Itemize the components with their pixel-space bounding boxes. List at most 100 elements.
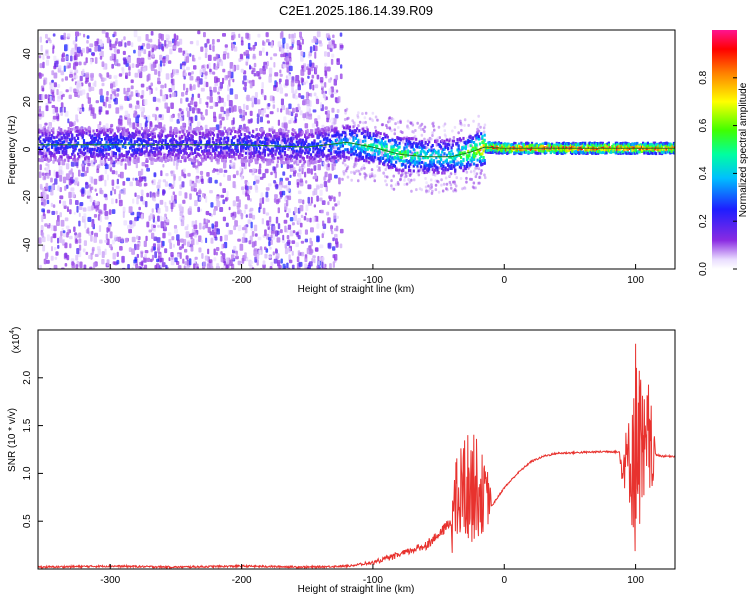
noise-cell (170, 208, 173, 212)
noise-cell (119, 202, 122, 207)
noise-cell (272, 166, 276, 171)
noise-cell (104, 239, 108, 243)
noise-cell (437, 125, 441, 129)
noise-cell (50, 202, 53, 207)
noise-cell (297, 80, 300, 87)
noise-cell (174, 257, 178, 263)
noise-cell (38, 237, 42, 244)
noise-cell (289, 174, 292, 178)
noise-cell (167, 60, 172, 64)
ridge-cell (112, 145, 115, 149)
ridge-cell (403, 148, 406, 152)
noise-cell (138, 45, 142, 51)
noise-cell (231, 254, 235, 261)
noise-cell (219, 120, 223, 126)
noise-cell (193, 101, 198, 107)
ridge-cell (56, 133, 60, 137)
noise-cell (245, 58, 249, 62)
noise-cell (282, 263, 286, 269)
ridge-cell (93, 139, 96, 143)
ridge-cell (201, 131, 204, 135)
noise-cell (276, 107, 279, 113)
noise-cell (308, 108, 311, 114)
noise-cell (223, 101, 227, 107)
noise-cell (370, 168, 374, 172)
noise-cell (281, 105, 286, 111)
noise-cell (66, 232, 69, 238)
ridge-cell (374, 138, 378, 142)
ridge-cell (138, 152, 141, 156)
ridge-cell (138, 137, 141, 141)
noise-cell (209, 68, 212, 73)
ridge-cell (255, 148, 258, 151)
noise-cell (59, 199, 62, 204)
noise-cell (60, 219, 65, 227)
noise-cell (386, 175, 389, 179)
ridge-cell (47, 147, 50, 151)
ridge-cell (195, 154, 198, 158)
noise-cell (244, 81, 247, 87)
ridge-cell (160, 157, 164, 161)
ridge-cell (59, 142, 62, 146)
ridge-cell (272, 147, 275, 151)
noise-cell (165, 54, 170, 62)
ridge-cell (276, 137, 279, 141)
noise-cell (378, 135, 382, 139)
noise-cell (140, 189, 144, 195)
ridge-cell (369, 144, 372, 148)
noise-cell (262, 207, 266, 215)
ridge-cell (227, 146, 230, 150)
ridge-cell (92, 152, 95, 155)
noise-cell (210, 262, 213, 268)
noise-cell (69, 235, 73, 240)
noise-cell (38, 55, 42, 59)
ridge-cell (88, 150, 91, 154)
noise-cell (42, 61, 45, 69)
noise-cell (304, 229, 308, 235)
ridge-cell (172, 144, 175, 147)
ridge-cell (305, 129, 308, 133)
ridge-cell (88, 147, 91, 151)
ridge-cell (150, 138, 153, 141)
noise-cell (39, 36, 42, 43)
noise-cell (135, 63, 139, 68)
ridge-cell (357, 140, 360, 144)
noise-cell (115, 185, 120, 189)
ridge-cell (272, 138, 275, 142)
ridge-cell (164, 140, 167, 144)
noise-cell (226, 257, 230, 265)
noise-cell (233, 225, 237, 231)
noise-cell (296, 40, 301, 46)
noise-cell (472, 119, 475, 123)
noise-cell (254, 97, 258, 105)
noise-cell (238, 33, 241, 38)
ridge-cell (295, 156, 298, 160)
noise-cell (399, 121, 402, 124)
noise-cell (380, 123, 384, 127)
ridge-cell (241, 154, 244, 157)
noise-cell (203, 32, 206, 38)
noise-cell (80, 172, 85, 177)
noise-cell (45, 259, 50, 264)
ridge-cell (65, 149, 68, 153)
noise-cell (202, 193, 205, 198)
ridge-cell (116, 137, 119, 141)
noise-cell (467, 123, 470, 127)
ridge-cell (235, 145, 238, 149)
noise-cell (254, 233, 258, 237)
noise-cell (116, 49, 120, 54)
noise-cell (253, 72, 257, 77)
noise-cell (333, 43, 337, 49)
noise-cell (94, 41, 99, 47)
ridge-cell (93, 148, 96, 151)
ridge-cell (387, 139, 391, 143)
ridge-cell (99, 153, 102, 157)
ridge-cell (166, 134, 169, 138)
noise-cell (236, 64, 240, 71)
noise-cell (59, 238, 62, 243)
ridge-cell (169, 139, 172, 143)
ridge-cell (41, 151, 44, 155)
ridge-cell (41, 146, 44, 150)
ridge-cell (45, 138, 48, 142)
noise-cell (324, 90, 327, 94)
